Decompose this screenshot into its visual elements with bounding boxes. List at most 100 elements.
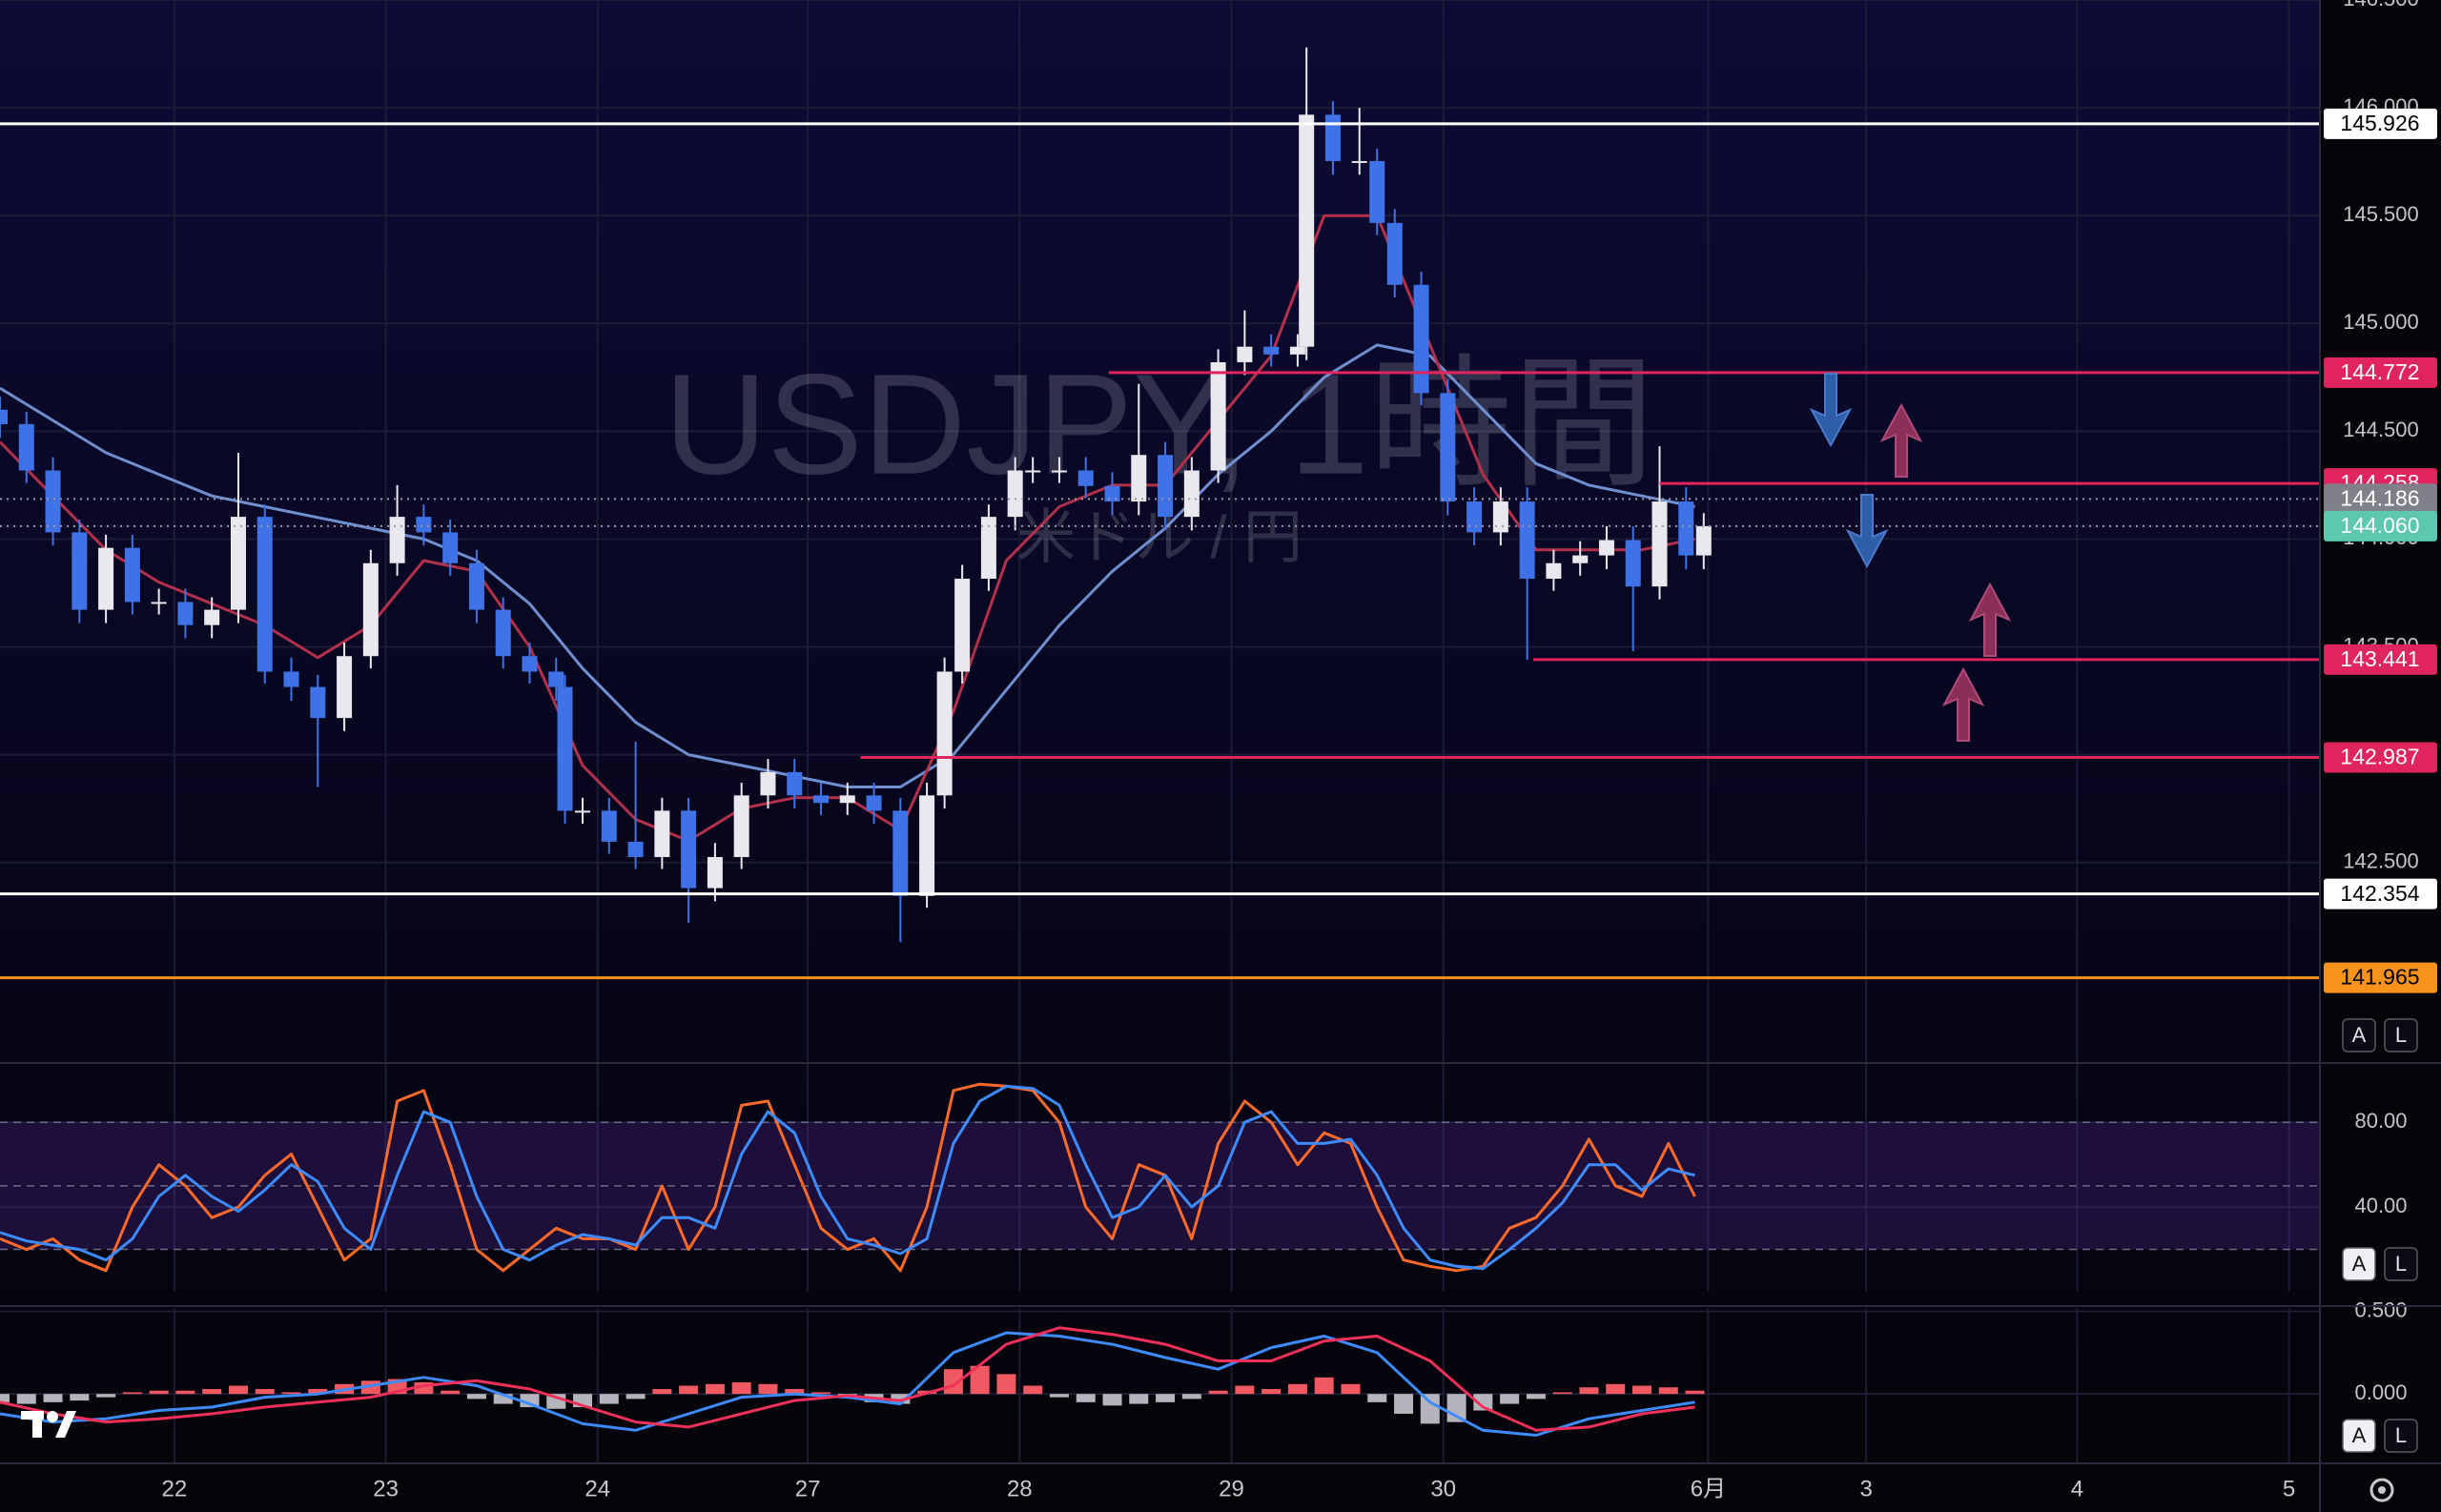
y-tick-label: 80.00	[2354, 1109, 2407, 1133]
x-tick-label: 28	[1007, 1476, 1033, 1502]
candle-body	[654, 810, 670, 858]
candle-body	[1695, 525, 1712, 556]
histogram-bar	[1685, 1390, 1705, 1395]
histogram-bar	[493, 1394, 513, 1404]
candle-body	[151, 602, 167, 604]
candle-body	[557, 686, 573, 811]
histogram-bar	[466, 1394, 486, 1400]
scale-button-label[interactable]: A	[2352, 1423, 2367, 1447]
histogram-bar	[43, 1394, 63, 1402]
candle-body	[310, 686, 326, 719]
histogram-bar	[1076, 1394, 1096, 1402]
arrow-up	[1879, 402, 1923, 478]
y-tick-label: 0.000	[2354, 1380, 2407, 1404]
candle-body	[1025, 470, 1041, 473]
histogram-bar	[1102, 1394, 1122, 1406]
candle-body	[1369, 160, 1385, 223]
candle-body	[548, 671, 564, 687]
candle-body	[1625, 540, 1641, 587]
candle-body	[416, 517, 432, 533]
histogram-bar	[599, 1394, 619, 1404]
candle-body	[1467, 501, 1483, 533]
scale-button-label[interactable]: A	[2352, 1023, 2367, 1047]
scale-button-label[interactable]: L	[2395, 1252, 2407, 1276]
y-tick-label: 142.500	[2343, 848, 2419, 872]
histogram-bar	[255, 1388, 275, 1395]
histogram-bar	[785, 1388, 805, 1395]
candle-body	[1546, 562, 1562, 580]
price-label-box	[2324, 644, 2437, 675]
settings-icon[interactable]	[2369, 1478, 2394, 1502]
histogram-bar	[1606, 1383, 1626, 1395]
scale-button-label[interactable]: L	[2395, 1423, 2407, 1447]
candle-body	[601, 810, 617, 842]
scale-button-label[interactable]: A	[2352, 1252, 2367, 1276]
histogram-bar	[1181, 1394, 1201, 1400]
candle-body	[495, 609, 511, 657]
candle-body	[866, 795, 882, 811]
histogram-bar	[891, 1394, 911, 1404]
candle-body	[1351, 160, 1367, 163]
scale-button[interactable]	[2384, 1419, 2418, 1453]
candle-body	[1263, 346, 1280, 355]
price-label-box	[2324, 108, 2437, 139]
candle-body	[1299, 114, 1315, 347]
histogram-bar	[652, 1388, 672, 1395]
candle-body	[980, 517, 996, 580]
x-tick-label: 5	[2283, 1476, 2295, 1502]
histogram-bar	[679, 1385, 699, 1395]
histogram-bar	[996, 1374, 1016, 1395]
candle-body	[337, 656, 353, 719]
x-tick-label: 6月	[1691, 1476, 1726, 1502]
oscillator-line	[0, 1084, 1695, 1271]
price-label-box	[2324, 742, 2437, 773]
scale-button[interactable]	[2342, 1419, 2376, 1453]
scale-button[interactable]	[2384, 1018, 2418, 1052]
x-tick-label: 3	[1859, 1476, 1872, 1502]
x-tick-label: 24	[585, 1476, 610, 1502]
candle-body	[1492, 501, 1508, 533]
x-tick-label: 29	[1219, 1476, 1244, 1502]
y-tick-label: 144.500	[2343, 418, 2419, 441]
candle-body	[1324, 114, 1341, 161]
candle-body	[954, 579, 971, 672]
histogram-bar	[1314, 1377, 1334, 1395]
histogram-bar	[202, 1388, 222, 1395]
price-label: 144.060	[2340, 513, 2419, 538]
histogram-bar	[1394, 1394, 1414, 1414]
candle-body	[575, 810, 591, 813]
histogram-bar	[758, 1383, 778, 1395]
price-label-box	[2324, 357, 2437, 388]
oscillator-line	[0, 1082, 1696, 1273]
scale-button-label[interactable]: L	[2395, 1023, 2407, 1047]
macd-line	[0, 1326, 1695, 1432]
candle-body	[1051, 470, 1067, 473]
candle-body	[1440, 393, 1456, 502]
price-label: 143.441	[2340, 646, 2419, 671]
x-tick-label: 4	[2071, 1476, 2083, 1502]
candle-body	[1651, 501, 1668, 587]
candle-body	[72, 532, 88, 610]
arrow-up	[1941, 666, 1985, 742]
scale-button[interactable]	[2384, 1247, 2418, 1281]
histogram-bar	[1287, 1383, 1307, 1395]
histogram-bar	[520, 1394, 540, 1408]
histogram-bar	[1500, 1394, 1520, 1404]
price-label-box	[2324, 510, 2437, 541]
histogram-bar	[441, 1390, 461, 1395]
candle-body	[442, 532, 459, 563]
histogram-bar	[1579, 1387, 1599, 1395]
candle-body	[1077, 470, 1094, 486]
scale-button[interactable]	[2342, 1247, 2376, 1281]
candle-body	[1598, 540, 1614, 556]
candle-body	[1413, 284, 1429, 394]
candle-body	[936, 671, 953, 796]
candle-body	[230, 517, 246, 610]
band	[0, 1122, 2320, 1250]
histogram-bar	[96, 1394, 116, 1398]
candle-body	[1678, 501, 1694, 556]
histogram-bar	[1129, 1394, 1149, 1404]
scale-button[interactable]	[2342, 1018, 2376, 1052]
candle-body	[707, 857, 723, 889]
